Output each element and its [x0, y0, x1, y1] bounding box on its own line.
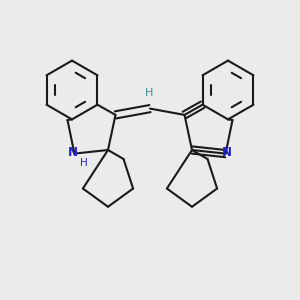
Text: H: H [145, 88, 154, 98]
Text: N: N [222, 146, 232, 160]
Text: N: N [68, 146, 78, 160]
Text: H: H [80, 158, 88, 168]
